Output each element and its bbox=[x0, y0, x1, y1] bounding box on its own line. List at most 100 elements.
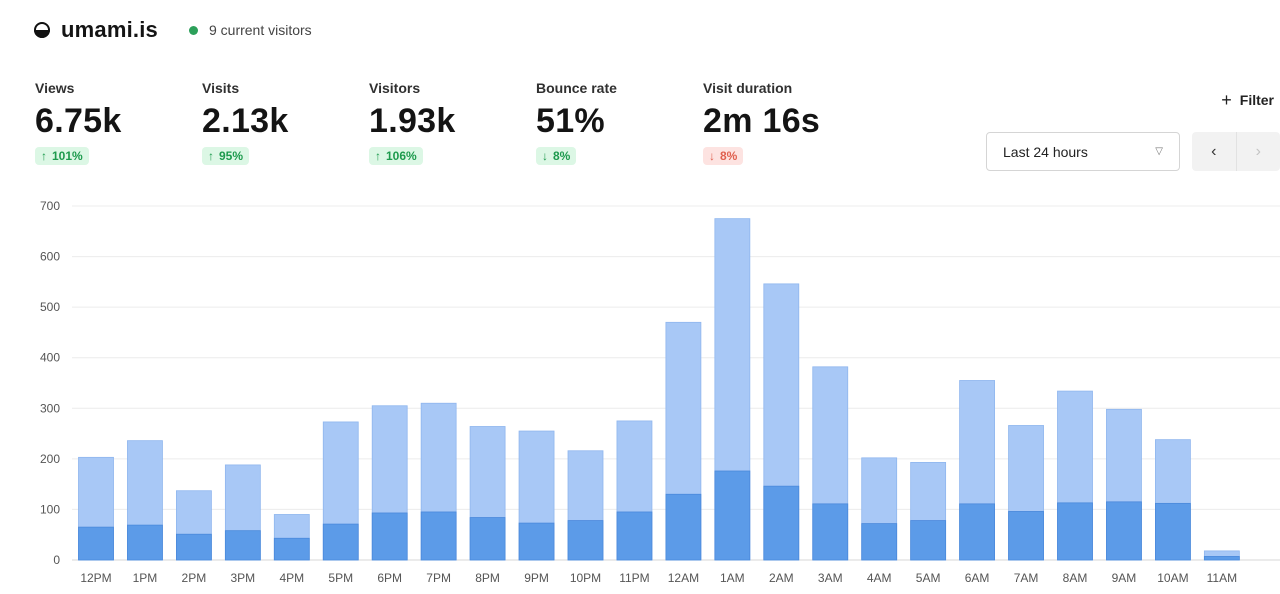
date-range-select[interactable]: Last 24 hours ▽ bbox=[986, 132, 1180, 171]
metric-change-value: 101% bbox=[52, 149, 83, 163]
y-tick-label: 100 bbox=[40, 502, 60, 516]
y-tick-label: 300 bbox=[40, 401, 60, 415]
chevron-right-icon: › bbox=[1255, 142, 1261, 160]
bar bbox=[1057, 502, 1093, 561]
bar bbox=[1155, 502, 1191, 561]
y-tick-label: 0 bbox=[53, 553, 60, 567]
x-tick-label: 10AM bbox=[1157, 571, 1188, 585]
plus-icon: + bbox=[1221, 90, 1232, 110]
current-visitors-text: 9 current visitors bbox=[208, 22, 312, 38]
arrow-up-icon: ↑ bbox=[41, 149, 47, 163]
metric-change-badge: ↑ 95% bbox=[202, 147, 250, 165]
umami-logo-icon bbox=[34, 22, 50, 38]
previous-period-button[interactable]: ‹ bbox=[1192, 132, 1236, 171]
filter-button[interactable]: + Filter bbox=[1221, 91, 1274, 109]
bar bbox=[1106, 501, 1142, 561]
bar bbox=[812, 503, 849, 561]
x-tick-label: 9AM bbox=[1112, 571, 1137, 585]
live-dot-icon bbox=[188, 25, 198, 35]
next-period-button[interactable]: › bbox=[1235, 132, 1280, 171]
x-tick-label: 2PM bbox=[182, 571, 207, 585]
x-tick-label: 11PM bbox=[619, 571, 649, 585]
bar bbox=[1203, 556, 1240, 561]
metric-change-badge: ↓ 8% bbox=[703, 147, 744, 165]
bar bbox=[78, 526, 114, 561]
metric-value: 2m 16s bbox=[703, 102, 821, 140]
x-tick-label: 11AM bbox=[1207, 571, 1237, 585]
date-navigation: ‹ › bbox=[1192, 132, 1280, 171]
metric-value: 1.93k bbox=[369, 102, 456, 140]
metric-visits: Visits 2.13k ↑ 95% bbox=[202, 80, 289, 165]
bar bbox=[959, 503, 995, 561]
x-tick-label: 4PM bbox=[279, 571, 304, 585]
bar bbox=[420, 511, 457, 561]
chevron-left-icon: ‹ bbox=[1211, 142, 1217, 160]
metric-value: 51% bbox=[536, 102, 605, 140]
x-tick-label: 12PM bbox=[80, 571, 111, 585]
app-name[interactable]: umami.is bbox=[61, 17, 158, 42]
x-tick-label: 3AM bbox=[818, 571, 843, 585]
x-tick-label: 9PM bbox=[524, 571, 549, 585]
arrow-down-icon: ↓ bbox=[709, 149, 715, 163]
bar bbox=[714, 470, 751, 561]
metric-change-value: 106% bbox=[386, 149, 417, 163]
traffic-bar-chart: 0 100 200 300 400 500 600 700 12PM 1PM 2PM 3PM 4PM 5P… bbox=[40, 199, 1280, 585]
x-tick-label: 3PM bbox=[231, 571, 256, 585]
metric-label: Visit duration bbox=[703, 80, 793, 96]
arrow-up-icon: ↑ bbox=[375, 149, 381, 163]
metric-change-badge: ↑ 101% bbox=[35, 147, 89, 165]
x-tick-label: 8PM bbox=[475, 571, 500, 585]
x-tick-label: 7PM bbox=[426, 571, 451, 585]
header: umami.is 9 current visitors bbox=[34, 14, 312, 46]
metric-visit-duration: Visit duration 2m 16s ↓ 8% bbox=[703, 80, 820, 165]
x-tick-label: 5PM bbox=[328, 571, 353, 585]
x-tick-label: 8AM bbox=[1063, 571, 1088, 585]
metric-change-value: 95% bbox=[219, 149, 244, 163]
bar bbox=[322, 523, 359, 561]
chevron-down-icon: ▽ bbox=[1155, 146, 1163, 157]
metric-change-badge: ↓ 8% bbox=[536, 147, 577, 165]
y-tick-label: 400 bbox=[40, 351, 60, 365]
arrow-up-icon: ↑ bbox=[208, 149, 214, 163]
arrow-down-icon: ↓ bbox=[542, 149, 548, 163]
y-tick-label: 600 bbox=[40, 250, 60, 264]
bar bbox=[910, 520, 947, 561]
current-visitors: 9 current visitors bbox=[188, 22, 312, 38]
date-range-value: Last 24 hours bbox=[1003, 143, 1088, 160]
metric-label: Visitors bbox=[369, 80, 421, 96]
y-tick-label: 700 bbox=[40, 199, 60, 213]
bar bbox=[127, 524, 163, 561]
metric-label: Bounce rate bbox=[536, 80, 617, 96]
metric-bounce-rate: Bounce rate 51% ↓ 8% bbox=[536, 80, 617, 165]
x-tick-label: 12AM bbox=[668, 571, 699, 585]
bar bbox=[616, 511, 653, 561]
metric-value: 2.13k bbox=[202, 102, 289, 140]
x-tick-label: 7AM bbox=[1014, 571, 1039, 585]
y-tick-label: 200 bbox=[40, 452, 60, 466]
bar bbox=[273, 537, 310, 561]
metric-change-value: 8% bbox=[553, 149, 571, 163]
metric-label: Visits bbox=[202, 80, 240, 96]
metric-change-badge: ↑ 106% bbox=[369, 147, 423, 165]
x-tick-label: 6AM bbox=[965, 571, 990, 585]
filter-label: Filter bbox=[1239, 92, 1274, 108]
metric-visitors: Visitors 1.93k ↑ 106% bbox=[369, 80, 456, 165]
x-tick-label: 2AM bbox=[769, 571, 794, 585]
bar bbox=[518, 522, 555, 561]
bar bbox=[224, 530, 261, 561]
metric-value: 6.75k bbox=[35, 102, 122, 140]
bar bbox=[763, 485, 800, 561]
bar bbox=[371, 512, 408, 561]
metric-change-value: 8% bbox=[720, 149, 738, 163]
x-tick-label: 4AM bbox=[867, 571, 892, 585]
x-tick-label: 5AM bbox=[916, 571, 941, 585]
bar bbox=[1008, 511, 1044, 561]
metric-label: Views bbox=[35, 80, 75, 96]
x-tick-label: 1PM bbox=[133, 571, 158, 585]
bar bbox=[469, 517, 506, 561]
x-tick-label: 1AM bbox=[720, 571, 745, 585]
y-tick-label: 500 bbox=[40, 300, 60, 314]
x-tick-label: 10PM bbox=[570, 571, 601, 585]
bar bbox=[175, 533, 212, 561]
x-tick-label: 6PM bbox=[377, 571, 402, 585]
